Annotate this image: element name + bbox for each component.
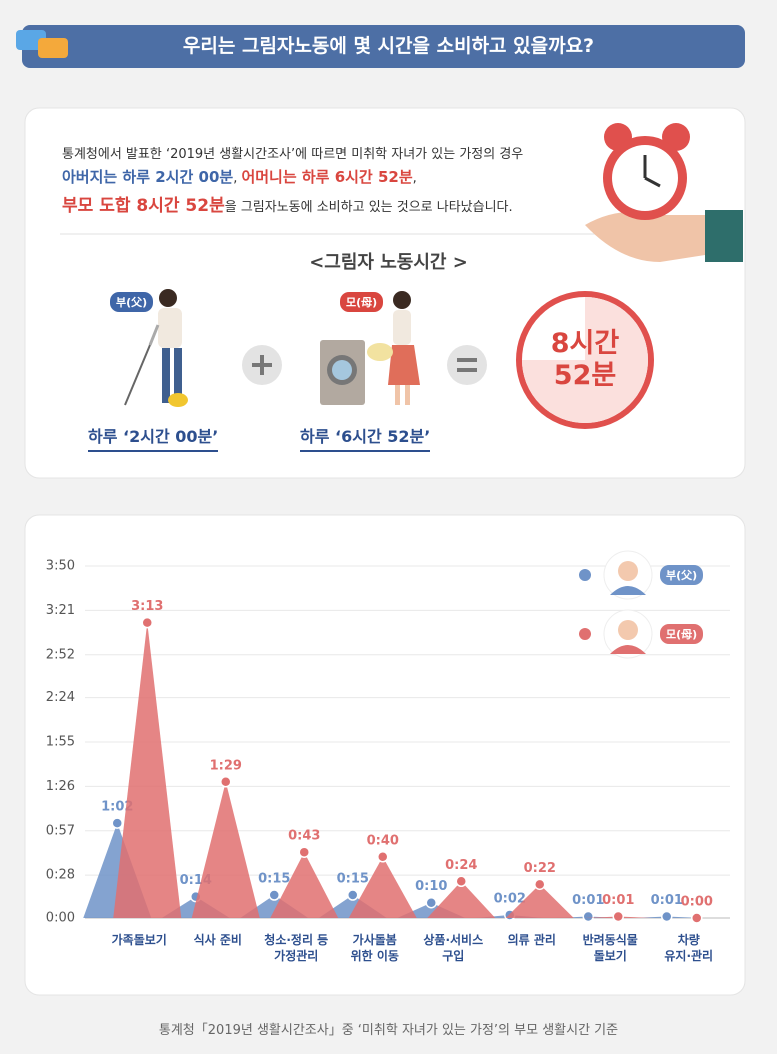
value-label: 0:01 <box>572 893 604 908</box>
y-tick-label: 0:57 <box>46 823 75 838</box>
x-tick-label: 식사 준비 <box>193 933 242 947</box>
y-tick-label: 3:21 <box>46 603 75 618</box>
x-tick-label: 의류 관리 <box>507 933 556 947</box>
y-tick-label: 2:24 <box>46 690 75 705</box>
peak <box>270 852 339 918</box>
equals-sign <box>457 358 477 372</box>
summary-line: 아버지는 하루 2시간 00분, 어머니는 하루 6시간 52분, <box>62 166 417 187</box>
value-label: 0:24 <box>445 858 477 873</box>
father-badge: 부(父) <box>110 292 154 312</box>
chat-icon <box>38 38 68 58</box>
peak-dot <box>691 912 703 924</box>
mother-badge: 모(母) <box>340 292 384 312</box>
section-title: <그림자 노동시간 > <box>309 252 468 273</box>
father-illustration <box>124 289 188 407</box>
legend-dot <box>579 628 591 640</box>
legend-avatar <box>610 645 646 654</box>
summary-line: 부모 도합 8시간 52분을 그림자노동에 소비하고 있는 것으로 나타났습니다… <box>62 191 513 216</box>
y-tick-label: 1:55 <box>46 735 75 750</box>
peak-dot <box>612 910 624 923</box>
text: 을 그림자노동에 소비하고 있는 것으로 나타났습니다. <box>224 200 513 215</box>
mother-illustration <box>320 291 420 405</box>
equals-sign <box>447 345 487 385</box>
value-label: 0:10 <box>415 879 447 894</box>
peak <box>348 856 417 918</box>
x-tick-label: 청소·정리 등 가정관리 <box>264 933 329 963</box>
summary-line: 통계청에서 발표한 ‘2019년 생활시간조사’에 따르면 미취학 자녀가 있는… <box>62 143 523 162</box>
legend-avatar <box>618 561 638 581</box>
plus-sign <box>252 355 272 375</box>
value-label: 0:01 <box>651 893 683 908</box>
value-label: 0:43 <box>288 829 320 844</box>
x-tick-label: 차량 유지·관리 <box>664 933 714 963</box>
legend-dot <box>579 569 591 581</box>
total-label: 8시간 52분 <box>550 328 620 391</box>
y-tick-label: 0:28 <box>46 868 75 883</box>
peak-dot <box>661 910 673 923</box>
source: 통계청「2019년 생활시간조사」중 ‘미취학 자녀가 있는 가정’의 부모 생… <box>158 1023 619 1038</box>
x-tick-label: 가족돌보기 <box>111 933 167 947</box>
legend-label: 부(父) <box>660 565 704 585</box>
peak-dot <box>534 878 546 891</box>
y-tick-label: 2:52 <box>46 647 75 662</box>
text: , <box>233 171 242 186</box>
header-title: 우리는 그림자노동에 몇 시간을 소비하고 있을까요? <box>182 35 595 57</box>
y-tick-label: 1:26 <box>46 779 75 794</box>
value-label: 0:15 <box>337 872 369 887</box>
legend-avatar <box>618 620 638 640</box>
x-tick-label: 상품·서비스 구입 <box>423 933 484 963</box>
peak <box>191 781 260 918</box>
peak-dot <box>455 875 467 888</box>
mother-time: 어머니는 하루 6시간 52분 <box>241 168 413 186</box>
value-label: 1:29 <box>210 758 242 773</box>
legend-avatar <box>610 586 646 595</box>
header-bar <box>22 25 745 68</box>
father-time: 아버지는 하루 2시간 00분 <box>62 168 234 186</box>
value-label: 1:02 <box>101 800 133 815</box>
mother-caption: 하루 ‘6시간 52분’ <box>300 423 431 452</box>
value-label: 0:01 <box>602 893 634 908</box>
clock-illustration <box>585 123 743 262</box>
value-label: 0:40 <box>367 833 399 848</box>
father-caption: 하루 ‘2시간 00분’ <box>88 423 219 452</box>
text: 통계청에서 발표한 ‘2019년 생활시간조사’에 따르면 미취학 자녀가 있는… <box>62 147 524 162</box>
peak <box>427 881 496 918</box>
peak-dot <box>111 817 123 829</box>
legend-label: 모(母) <box>660 624 704 644</box>
peak-dot <box>347 889 359 901</box>
y-tick-label: 0:00 <box>46 911 75 926</box>
peak-dot <box>141 616 153 629</box>
peak-dot <box>268 889 280 901</box>
value-label: 0:02 <box>494 891 526 906</box>
value-label: 0:15 <box>258 872 290 887</box>
text: , <box>412 171 417 186</box>
peak-dot <box>298 846 310 858</box>
x-tick-label: 반려동식물 돌보기 <box>582 933 638 963</box>
peak-dot <box>377 851 389 863</box>
peak <box>113 622 182 918</box>
value-label: 0:22 <box>524 861 556 876</box>
total-time: 부모 도합 8시간 52분 <box>62 196 225 216</box>
peak <box>505 884 574 918</box>
x-tick-label: 가사돌봄 위한 이동 <box>350 933 399 963</box>
peak-dot <box>220 776 232 788</box>
peak-dot <box>582 910 594 923</box>
peak-dot <box>425 896 437 909</box>
total-fill <box>522 297 648 423</box>
value-label: 0:00 <box>681 895 713 910</box>
value-label: 3:13 <box>131 599 163 614</box>
y-tick-label: 3:50 <box>46 559 75 574</box>
